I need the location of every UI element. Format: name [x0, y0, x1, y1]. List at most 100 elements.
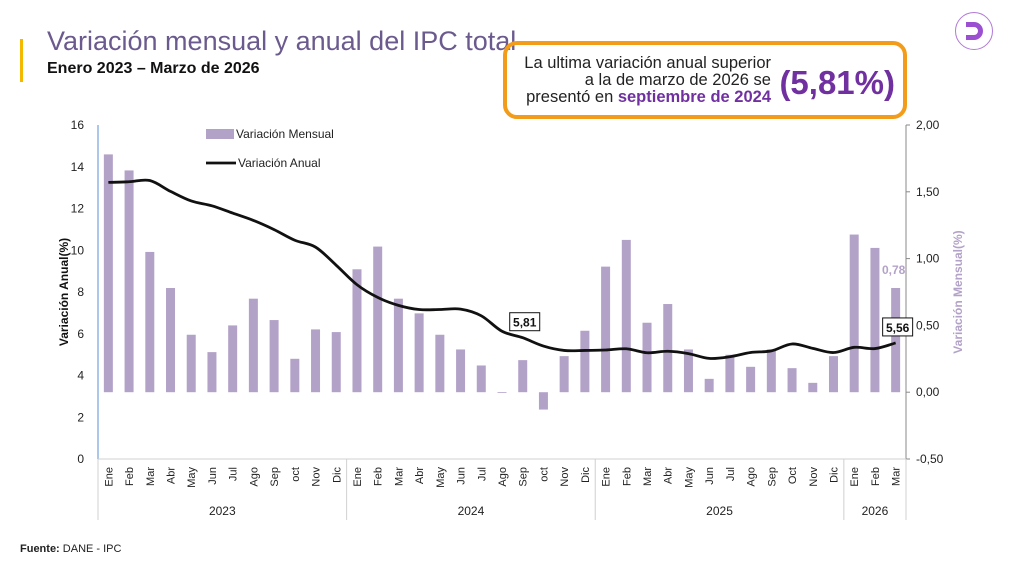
month-label: Feb [124, 467, 136, 486]
month-label: Abr [166, 467, 178, 484]
bar-mensual-11 [331, 332, 341, 393]
month-label: Nov [559, 467, 571, 487]
month-label: Feb [621, 467, 633, 486]
left-tick-label: 16 [71, 118, 85, 132]
callout-box: La ultima variación anual superior a la … [503, 41, 907, 119]
bar-mensual-32 [766, 349, 776, 393]
month-label: Feb [870, 467, 882, 486]
bar-mensual-7 [248, 298, 258, 393]
source-label: Fuente: [20, 543, 60, 555]
month-label: Jun [704, 467, 716, 485]
month-label: Abr [414, 467, 426, 484]
bar-mensual-2 [145, 251, 155, 393]
bar-mensual-4 [186, 334, 196, 393]
left-tick-label: 14 [71, 160, 85, 174]
legend-bar-swatch [206, 129, 234, 139]
callout-line-3: presentó en septiembre de 2024 [524, 89, 771, 106]
bar-mensual-29 [704, 378, 714, 393]
bar-mensual-38 [891, 287, 901, 393]
month-label: Mar [642, 467, 654, 486]
month-label: Ene [103, 467, 115, 487]
brand-d-logo-icon [955, 12, 993, 50]
bar-mensual-37 [870, 247, 880, 393]
source-note: Fuente: DANE - IPC [20, 543, 121, 555]
left-tick-label: 2 [77, 410, 84, 424]
bar-mensual-12 [352, 269, 362, 393]
month-label: Dic [580, 467, 592, 483]
annotation-label-0: 5,81 [513, 316, 537, 330]
month-label: Ago [497, 467, 509, 487]
annotation-box-0 [509, 312, 541, 332]
page-subtitle: Enero 2023 – Marzo de 2026 [47, 60, 260, 77]
bar-mensual-6 [228, 325, 238, 393]
bar-mensual-33 [787, 368, 797, 393]
month-label: Jun [207, 467, 219, 485]
month-label: Feb [373, 467, 385, 486]
month-label: Jun [456, 467, 468, 485]
right-tick-label: 0,50 [916, 318, 940, 332]
month-label: Ene [352, 467, 364, 487]
month-label: May [683, 467, 695, 488]
legend-label-anual: Variación Anual [238, 156, 321, 170]
month-label: Jul [476, 467, 488, 481]
bar-mensual-10 [311, 329, 321, 393]
bar-mensual-18 [476, 365, 486, 393]
bar-mensual-13 [373, 246, 383, 393]
bar-mensual-5 [207, 352, 217, 393]
month-label: Mar [891, 467, 903, 486]
callout-text: La ultima variación anual superior a la … [524, 55, 771, 106]
bar-mensual-30 [725, 354, 735, 393]
left-tick-label: 10 [71, 243, 85, 257]
line-anual [108, 178, 897, 360]
left-tick-label: 6 [77, 327, 84, 341]
year-label: 2026 [862, 504, 889, 518]
month-label: Sep [766, 467, 778, 487]
bar-mensual-0 [103, 154, 113, 393]
year-label: 2025 [706, 504, 733, 518]
bar-mensual-17 [456, 349, 466, 393]
month-label: Mar [145, 467, 157, 486]
callout-value: (5,81%) [779, 64, 895, 101]
bar-mensual-28 [683, 349, 693, 393]
month-label: Dic [331, 467, 343, 483]
bar-mensual-19 [497, 392, 507, 393]
bar-mensual-27 [663, 304, 673, 393]
bar-mensual-31 [746, 366, 756, 393]
month-label: Mar [393, 467, 405, 486]
bar-mensual-3 [166, 287, 176, 393]
bar-mensual-1 [124, 170, 134, 393]
bar-mensual-25 [621, 239, 631, 393]
month-label: oct [538, 467, 550, 482]
bar-mensual-14 [393, 298, 403, 393]
annotation-label-1: 5,56 [886, 321, 910, 335]
bar-mensual-24 [601, 266, 611, 393]
left-axis-title: Variación Anual(%) [57, 238, 71, 346]
source-text: DANE - IPC [59, 543, 122, 555]
bar-mensual-23 [580, 330, 590, 393]
annotation-label-2: 0,78 [882, 263, 906, 277]
bar-mensual-21 [538, 392, 548, 410]
left-tick-label: 8 [77, 285, 84, 299]
month-label: Dic [828, 467, 840, 483]
callout-line-1: La ultima variación anual superior [524, 54, 771, 72]
month-label: Ene [601, 467, 613, 487]
month-label: May [186, 467, 198, 488]
bar-mensual-20 [518, 360, 528, 393]
month-label: Nov [808, 467, 820, 487]
month-label: Ene [849, 467, 861, 487]
month-label: oct [290, 467, 302, 482]
year-label: 2023 [209, 504, 236, 518]
month-label: Abr [663, 467, 675, 484]
month-label: Ago [248, 467, 260, 487]
right-axis-title: Variación Mensual(%) [951, 230, 965, 353]
month-label: Jul [725, 467, 737, 481]
right-tick-label: 0,00 [916, 385, 940, 399]
title-accent-bar [20, 39, 23, 82]
bar-mensual-16 [435, 334, 445, 393]
legend-label-mensual: Variación Mensual [236, 127, 334, 141]
year-label: 2024 [458, 504, 485, 518]
month-label: Oct [787, 467, 799, 484]
month-label: Ago [746, 467, 758, 487]
callout-highlight: septiembre de 2024 [617, 88, 771, 106]
